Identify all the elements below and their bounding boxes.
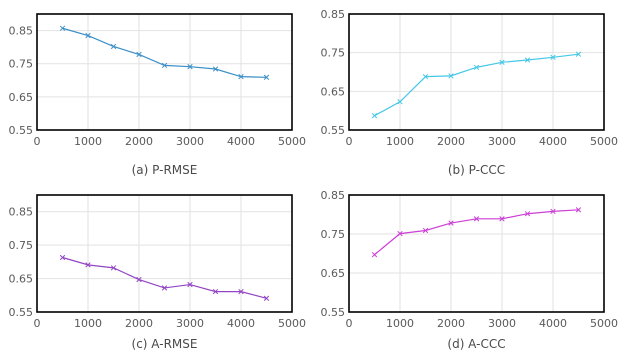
x-tick-label: 3000 — [176, 317, 204, 330]
x-tick-label: 4000 — [227, 135, 255, 148]
y-tick-label: 0.55 — [9, 124, 34, 137]
data-point-marker — [422, 73, 429, 80]
chart-caption: (a) P-RMSE — [132, 163, 198, 177]
y-tick-label: 0.85 — [321, 8, 346, 21]
data-point-marker — [473, 64, 480, 71]
chart-caption: (b) P-CCC — [448, 163, 505, 177]
data-point-marker — [161, 62, 168, 69]
y-tick-label: 0.65 — [9, 91, 34, 104]
x-tick-label: 5000 — [278, 317, 306, 330]
data-point-marker — [371, 252, 378, 258]
y-tick-label: 0.85 — [9, 206, 34, 219]
y-tick-label: 0.75 — [321, 47, 346, 60]
x-tick-label: 1000 — [386, 135, 414, 148]
x-tick-label: 0 — [34, 317, 41, 330]
data-point-marker — [448, 220, 454, 226]
x-tick-label: 2000 — [125, 135, 153, 148]
data-point-marker — [499, 59, 505, 65]
series-line — [374, 53, 579, 117]
plot-frame — [36, 13, 293, 131]
data-point-marker — [397, 99, 403, 105]
data-point-marker — [550, 54, 556, 60]
x-tick-label: 1000 — [74, 135, 102, 148]
chart-panel-0: 0.55 0.65 0.75 0.85 0 1000 2000 3000 4000 5000 (a)… — [9, 13, 306, 177]
x-tick-label: 1000 — [386, 317, 414, 330]
y-tick-label: 0.55 — [321, 306, 346, 319]
chart-caption: (d) A-CCC — [447, 337, 505, 351]
data-point-marker — [371, 113, 378, 119]
x-tick-label: 2000 — [437, 135, 465, 148]
chart-caption: (c) A-RMSE — [132, 337, 198, 351]
data-point-marker — [187, 64, 193, 70]
x-tick-label: 4000 — [227, 317, 255, 330]
data-point-marker — [575, 207, 582, 213]
data-point-marker — [524, 57, 531, 63]
data-point-marker — [448, 73, 454, 79]
chart-panel-3: 0.55 0.65 0.75 0.85 0 1000 2000 3000 4000 5000 (d)… — [321, 189, 619, 351]
x-tick-label: 3000 — [488, 135, 516, 148]
data-point-marker — [161, 285, 168, 291]
x-tick-label: 5000 — [590, 135, 618, 148]
data-point-marker — [263, 74, 270, 80]
data-point-marker — [397, 230, 403, 237]
data-point-marker — [110, 265, 117, 271]
data-point-marker — [524, 211, 531, 217]
data-point-marker — [136, 51, 142, 58]
data-point-marker — [550, 208, 556, 215]
x-tick-label: 0 — [346, 135, 353, 148]
data-point-marker — [85, 262, 91, 268]
series-line — [62, 27, 267, 78]
data-point-marker — [212, 66, 219, 72]
plot-frame — [36, 194, 293, 313]
plot-frame — [348, 194, 605, 313]
y-tick-label: 0.55 — [9, 306, 34, 319]
data-point-marker — [110, 43, 117, 50]
y-tick-label: 0.85 — [321, 189, 346, 202]
x-tick-label: 5000 — [278, 135, 306, 148]
y-tick-label: 0.65 — [321, 85, 346, 98]
series-line — [374, 209, 579, 256]
y-tick-label: 0.85 — [9, 25, 34, 38]
y-tick-label: 0.75 — [321, 228, 346, 241]
x-tick-label: 2000 — [437, 317, 465, 330]
x-tick-label: 4000 — [539, 317, 567, 330]
data-point-marker — [136, 276, 142, 283]
data-point-marker — [238, 288, 244, 295]
x-tick-label: 5000 — [590, 317, 618, 330]
x-tick-label: 3000 — [176, 135, 204, 148]
x-tick-label: 4000 — [539, 135, 567, 148]
data-point-marker — [575, 51, 582, 57]
x-tick-label: 1000 — [74, 317, 102, 330]
data-point-marker — [85, 32, 91, 39]
x-tick-label: 0 — [346, 317, 353, 330]
x-tick-label: 0 — [34, 135, 41, 148]
data-point-marker — [238, 73, 244, 80]
data-point-marker — [422, 227, 429, 234]
data-point-marker — [499, 216, 505, 222]
data-point-marker — [263, 295, 270, 301]
y-tick-label: 0.75 — [9, 58, 34, 71]
x-tick-label: 3000 — [488, 317, 516, 330]
chart-panel-2: 0.55 0.65 0.75 0.85 0 1000 2000 3000 4000 5000 (c)… — [9, 194, 306, 351]
y-tick-label: 0.55 — [321, 124, 346, 137]
data-point-marker — [473, 216, 480, 222]
y-tick-label: 0.75 — [9, 239, 34, 252]
series-line — [62, 256, 267, 299]
data-point-marker — [59, 254, 66, 261]
chart-panel-1: 0.55 0.65 0.75 0.85 0 1000 2000 3000 4000 5000 (b)… — [321, 8, 619, 177]
data-point-marker — [59, 25, 66, 31]
y-tick-label: 0.65 — [321, 267, 346, 280]
plot-frame — [348, 13, 605, 131]
y-tick-label: 0.65 — [9, 273, 34, 286]
data-point-marker — [187, 281, 193, 288]
x-tick-label: 2000 — [125, 317, 153, 330]
data-point-marker — [212, 288, 219, 295]
